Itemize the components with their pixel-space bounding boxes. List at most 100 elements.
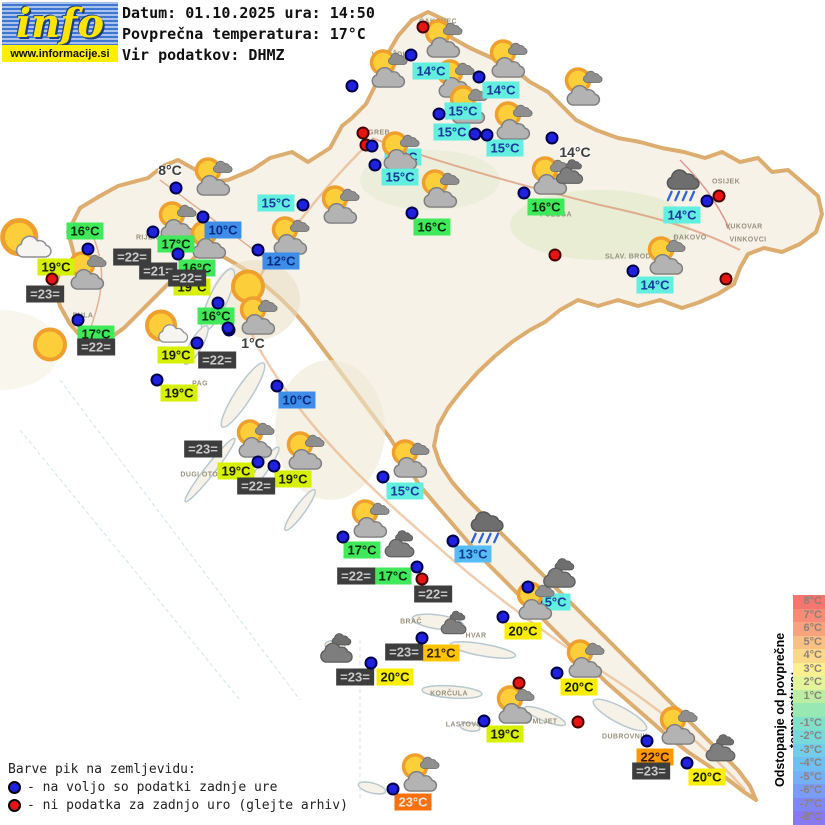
temp-label: =23= [184, 440, 222, 458]
temp-label: 15°C [381, 168, 419, 186]
sun-cloud-icon [487, 99, 539, 145]
station-dot-blue [368, 158, 382, 172]
temp-label: 17°C [343, 541, 381, 559]
sun-cloud-icon [652, 704, 704, 750]
map-place-label: HVAR [465, 632, 487, 640]
temp-label: =22= [77, 338, 115, 356]
map-place-label: VUKOVAR [725, 223, 763, 231]
station-dot-blue [700, 194, 714, 208]
site-url[interactable]: www.informacije.si [2, 45, 118, 62]
station-dot-blue [336, 530, 350, 544]
header-source-line: Vir podatkov: DHMZ [122, 46, 285, 64]
temp-label: 17°C [77, 325, 115, 343]
station-dot-red [719, 272, 733, 286]
scale-band: 3°C [793, 662, 825, 676]
temp-label: =22= [113, 248, 151, 266]
temp-label: 15°C [444, 102, 482, 120]
station-dot-red [416, 20, 430, 34]
sun-cloud-icon [314, 183, 366, 229]
dot-legend: Barve pik na zemljevidu: - na voljo so p… [8, 762, 348, 813]
temp-label: 17°C [374, 567, 412, 585]
map-place-label: PAG [192, 380, 208, 388]
plain-temp-label: 8°C [158, 162, 182, 178]
dot-legend-item-label: - na voljo so podatki zadnje ure [27, 780, 278, 795]
blue-dot-icon [8, 781, 21, 794]
station-dot-blue [517, 186, 531, 200]
cloud-icon [378, 525, 422, 564]
scale-band: -2°C [793, 730, 825, 744]
dot-legend-item-nodata: - ni podatka za zadnjo uro (glejte arhiv… [8, 798, 348, 813]
site-logo-text: info [15, 2, 105, 45]
temp-label: =22= [414, 585, 452, 603]
station-dot-blue [521, 580, 535, 594]
station-dot-red [571, 715, 585, 729]
station-dot-blue [221, 321, 235, 335]
cloud-icon [313, 627, 361, 669]
station-dot-blue [345, 79, 359, 93]
sun-cloud-icon [557, 65, 609, 111]
station-dot-blue [626, 264, 640, 278]
temp-label: 19°C [157, 346, 195, 364]
station-dot-blue [270, 379, 284, 393]
temp-label: 15°C [257, 194, 295, 212]
station-dot-blue [251, 243, 265, 257]
temp-label: =22= [198, 351, 236, 369]
sun-icon [24, 324, 76, 370]
temp-label: 22°C [636, 748, 674, 766]
map-place-label: SLAV. BROD [604, 253, 652, 261]
station-dot-blue [146, 225, 160, 239]
temp-deviation-scale: 8°C 7°C 6°C 5°C 4°C 3°C 2°C 1°C -1°C -2°C -3°C -4°C… [793, 595, 825, 825]
cloud-icon [435, 606, 473, 641]
sun-cloud-icon [394, 751, 446, 797]
station-dot-blue [81, 242, 95, 256]
map-place-label: DUBROVNIK [602, 733, 648, 741]
map-place-label: MLJET [532, 718, 558, 726]
scale-band: 2°C [793, 676, 825, 690]
sun-cloud-icon [640, 234, 692, 280]
map-place-label: DUGI OTOK [180, 471, 224, 479]
scale-band: 7°C [793, 608, 825, 622]
station-dot-red [548, 248, 562, 262]
temp-label: 19°C [217, 462, 255, 480]
station-dot-blue [550, 666, 564, 680]
station-dot-blue [150, 373, 164, 387]
scale-band: -8°C [793, 811, 825, 825]
dot-legend-title: Barve pik na zemljevidu: [8, 762, 196, 777]
plain-temp-label: 1°C [241, 335, 265, 351]
station-dot-blue [251, 455, 265, 469]
station-dot-blue [432, 107, 446, 121]
temp-label: 15°C [486, 139, 524, 157]
temp-label: =22= [337, 567, 375, 585]
station-dot-blue [365, 139, 379, 153]
temp-label: 14°C [482, 81, 520, 99]
map-place-label: LASTOVO [445, 721, 483, 729]
temp-label: 20°C [560, 678, 598, 696]
temp-label: 23°C [394, 793, 432, 811]
rain-icon [458, 504, 510, 550]
scale-band: -1°C [793, 716, 825, 730]
map-place-label: VINKOVCI [729, 236, 767, 244]
station-dot-blue [267, 459, 281, 473]
station-dot-blue [376, 470, 390, 484]
temp-label: 10°C [204, 221, 242, 239]
map-place-label: OSIJEK [711, 178, 741, 186]
temp-label: 12°C [262, 252, 300, 270]
scale-band: 5°C [793, 635, 825, 649]
cloud-icon [550, 154, 590, 190]
station-dot-blue [477, 714, 491, 728]
temp-label: 13°C [454, 545, 492, 563]
station-dot-blue [545, 131, 559, 145]
sun-cloud-icon [489, 683, 541, 729]
station-dot-blue [71, 313, 85, 327]
site-logo[interactable]: info [2, 2, 118, 45]
temp-label: 10°C [278, 391, 316, 409]
temp-label: 20°C [688, 768, 726, 786]
scale-band: 1°C [793, 689, 825, 703]
temp-label: =23= [632, 762, 670, 780]
station-dot-red [512, 676, 526, 690]
station-dot-blue [496, 610, 510, 624]
temp-label: 20°C [504, 622, 542, 640]
temp-label: 14°C [412, 62, 450, 80]
